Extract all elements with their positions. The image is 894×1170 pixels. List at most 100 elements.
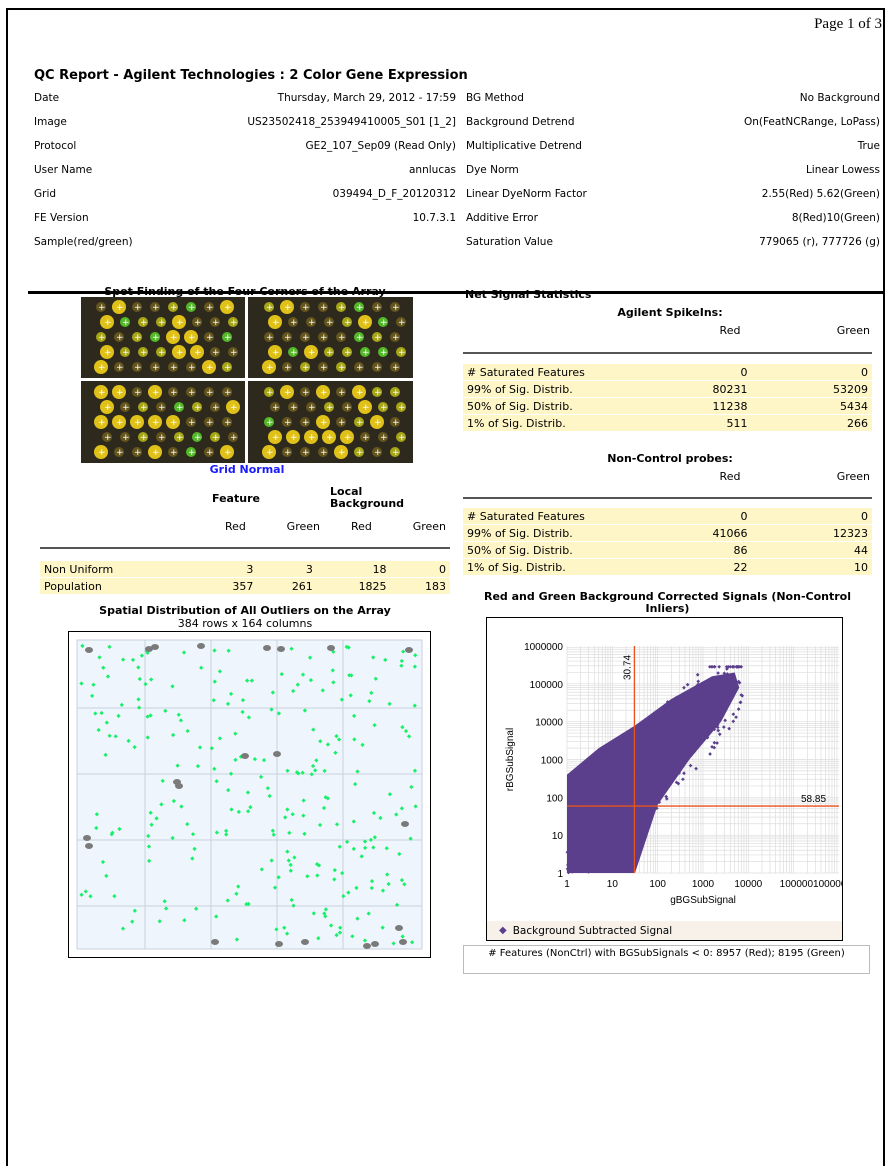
data-point (613, 784, 618, 788)
grid-cross: + (326, 348, 334, 358)
grid-cross: + (290, 403, 298, 413)
grid-cross: + (176, 403, 184, 413)
outlier-cluster (371, 941, 379, 947)
table-rule (463, 352, 872, 354)
outlier-point (163, 906, 169, 911)
data-point (696, 682, 701, 687)
data-point (654, 755, 658, 760)
scatter-legend: ◆ Background Subtracted Signal (486, 921, 843, 941)
data-point (570, 865, 575, 870)
array-spot (186, 387, 196, 397)
data-point (659, 757, 664, 761)
feature-table: Red Green Red Green (40, 518, 450, 534)
table-header-row: Red Green Red Green (40, 518, 450, 534)
grid-cross: + (116, 388, 124, 398)
outlier-point (276, 875, 281, 880)
data-point (593, 849, 597, 854)
array-spot (94, 360, 108, 374)
meta-row: Saturation Value 779065 (r), 777726 (g) (466, 230, 880, 254)
meta-row: Dye Norm Linear Lowess (466, 158, 880, 182)
cell: 5434 (751, 397, 872, 415)
outlier-point (107, 644, 112, 649)
row-label: 50% of Sig. Distrib. (463, 541, 631, 559)
outlier-point (176, 712, 181, 717)
meta-key: Image (34, 116, 67, 128)
outlier-point (195, 763, 201, 769)
array-spot (282, 417, 292, 427)
cell: 12323 (751, 524, 872, 542)
grid-cross: + (170, 333, 178, 343)
section-divider (28, 291, 884, 294)
meta-value: Thursday, March 29, 2012 - 17:59 (277, 92, 456, 104)
meta-left: Date Thursday, March 29, 2012 - 17:59 Ima… (34, 86, 456, 254)
grid-cross: + (266, 363, 274, 373)
grid-cross: + (338, 418, 346, 428)
row-label: Population (40, 577, 198, 595)
data-point (643, 752, 648, 757)
array-spot (156, 402, 166, 412)
array-spot (114, 447, 124, 457)
array-spot (372, 302, 382, 312)
grid-cross: + (116, 363, 124, 373)
hline-label: 58.85 (801, 794, 826, 805)
array-spot (204, 447, 214, 457)
array-spot (262, 445, 276, 459)
outlier-point (240, 698, 246, 703)
cell: 0 (751, 364, 872, 381)
data-point (658, 753, 662, 758)
col-header-red: Red (719, 324, 741, 337)
outlier-point (94, 825, 99, 831)
meta-key: Additive Error (466, 212, 538, 224)
x-tick-label: 1 (564, 879, 570, 890)
data-point (662, 713, 667, 718)
array-spot (354, 417, 364, 427)
page-frame (6, 8, 885, 1166)
outlier-point (366, 911, 371, 916)
grid-cross: + (356, 418, 364, 428)
grid-cross: + (230, 403, 238, 413)
data-point (574, 852, 579, 857)
outlier-point (391, 941, 396, 946)
cell: 511 (631, 414, 752, 432)
outlier-point (197, 745, 203, 750)
spikeins-table: # Saturated Features 0 0 99% of Sig. Distr… (463, 364, 872, 432)
outlier-cluster (151, 644, 159, 650)
data-point (636, 751, 640, 756)
data-point (695, 715, 699, 720)
array-spot (220, 300, 234, 314)
data-point (639, 757, 644, 761)
outlier-point (209, 746, 214, 751)
meta-key: Protocol (34, 140, 77, 152)
array-spot (360, 347, 370, 357)
meta-row: Background Detrend On(FeatNCRange, LoPass… (466, 110, 880, 134)
array-spot (150, 332, 160, 342)
grid-cross: + (206, 333, 214, 343)
outlier-point (88, 894, 93, 899)
grid-cross: + (98, 418, 106, 428)
data-point (672, 730, 677, 735)
array-spot (168, 387, 178, 397)
array-spot (378, 317, 388, 327)
data-point (571, 807, 575, 811)
grid-cross: + (212, 348, 220, 358)
cell: 22 (631, 558, 752, 576)
array-spot (204, 332, 214, 342)
cell: 10 (751, 558, 872, 576)
cell: 0 (390, 561, 450, 578)
array-spot (354, 332, 364, 342)
data-point (573, 802, 578, 806)
x-tick-label: 1000001000000 (780, 879, 843, 890)
outlier-point (147, 858, 152, 864)
grid-cross: + (356, 388, 364, 398)
array-spot (120, 347, 130, 357)
outlier-point (348, 693, 353, 698)
grid-cross: + (224, 363, 232, 373)
array-spot (102, 432, 112, 442)
table-row: 50% of Sig. Distrib. 86 44 (463, 541, 872, 559)
grid-cross: + (188, 388, 196, 398)
outlier-point (101, 665, 106, 670)
grid-cross: + (290, 348, 298, 358)
outlier-point (228, 691, 234, 696)
grid-cross: + (302, 303, 310, 313)
grid-cross: + (134, 418, 142, 428)
